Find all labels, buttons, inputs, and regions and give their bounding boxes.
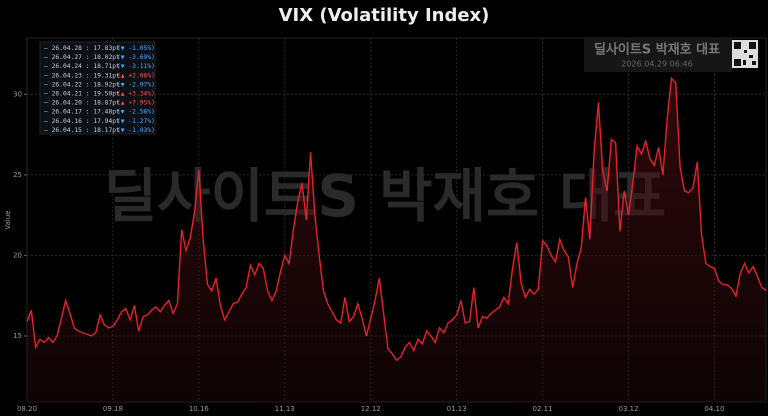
recent-entry: — 26.04.16 : 17.94pt — [44, 118, 120, 125]
recent-change: (▼ -1.03%) — [117, 127, 155, 134]
recent-change: (▼ -3.69%) — [117, 54, 155, 61]
recent-entry: — 26.04.20 : 18.87pt — [44, 100, 120, 107]
recent-entry: — 26.04.17 : 17.48pt — [44, 109, 120, 116]
recent-entry: — 26.04.21 : 19.50pt — [44, 91, 120, 98]
chart-title: VIX (Volatility Index) — [279, 5, 490, 26]
line — [26, 76, 767, 362]
area — [27, 78, 766, 403]
recent-change: (▼ -1.27%) — [117, 118, 155, 125]
y-tick-label: 30 — [13, 90, 22, 98]
recent-change: (▼ -2.97%) — [117, 81, 155, 88]
badge-box — [584, 38, 732, 72]
qr-code — [732, 40, 758, 68]
y-tick-label: 15 — [13, 332, 22, 340]
y-axis-label: Value — [4, 210, 12, 229]
recent-entry: — 26.04.23 : 19.31pt — [44, 72, 120, 79]
x-tick-label: 10.16 — [189, 405, 210, 413]
recent-change: (▲ +2.06%) — [117, 72, 155, 79]
x-tick-label: 03.12 — [618, 405, 638, 413]
badge: 딜사이트S 박재호 대표 2026.04.29 06:46 — [584, 38, 758, 72]
recent-entry: — 26.04.24 : 18.71pt — [44, 63, 120, 70]
x-tick-label: 02.11 — [533, 405, 553, 413]
recent-entry: — 26.04.22 : 18.92pt — [44, 81, 120, 88]
x-tick-label: 09.18 — [103, 405, 123, 413]
recent-change: (▲ +7.95%) — [117, 100, 155, 107]
x-tick-label: 12.12 — [361, 405, 381, 413]
recent-entry: — 26.04.15 : 18.17pt — [44, 127, 120, 134]
y-tick-label: 20 — [13, 251, 22, 259]
recent-change: (▼ -3.11%) — [117, 63, 155, 70]
y-tick-label: 25 — [13, 171, 22, 179]
plot — [26, 76, 767, 403]
recent-entry: — 26.04.28 : 17.83pt — [44, 45, 120, 52]
recent-list: — 26.04.28 : 17.83pt(▼ -1.05%) — 26.04.27… — [39, 41, 156, 135]
recent-entry: — 26.04.27 : 18.02pt — [44, 54, 120, 61]
recent-box — [39, 41, 156, 135]
badge-title: 딜사이트S 박재호 대표 — [594, 42, 720, 58]
recent-change: (▼ -2.56%) — [117, 109, 155, 116]
recent-change: (▲ +3.34%) — [117, 91, 155, 98]
x-tick-label: 11.13 — [275, 405, 295, 413]
watermark: 딜사이트S 박재호 대표 — [104, 162, 666, 230]
x-tick-label: 04.10 — [704, 405, 724, 413]
recent-change: (▼ -1.05%) — [117, 45, 155, 52]
badge-time: 2026.04.29 06:46 — [621, 60, 692, 69]
x-tick-label: 08.20 — [17, 405, 37, 413]
x-tick-label: 01.13 — [447, 405, 467, 413]
